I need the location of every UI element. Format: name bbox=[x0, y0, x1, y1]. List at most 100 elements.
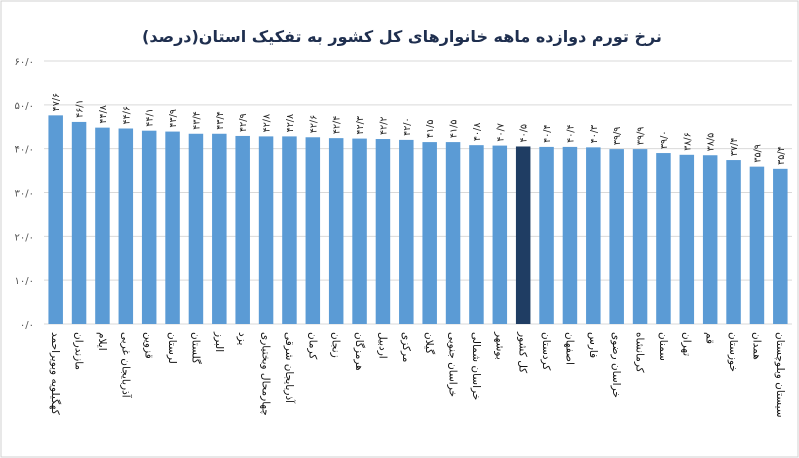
category-label: خراسان جنوبی bbox=[447, 332, 459, 397]
data-label: ۴۲/۲ bbox=[378, 117, 389, 136]
data-label: ۴۲/۹ bbox=[238, 113, 249, 132]
bar bbox=[586, 147, 601, 324]
data-label: ۴۲/۳ bbox=[355, 116, 366, 135]
data-label: ۴۳/۹ bbox=[168, 109, 179, 128]
data-label: ۴۴/۸ bbox=[98, 105, 109, 124]
category-label: قزوین bbox=[143, 332, 155, 359]
category-label: کل کشور bbox=[517, 331, 529, 373]
bar bbox=[141, 130, 157, 324]
bar bbox=[539, 146, 554, 324]
data-label: ۳۵/۹ bbox=[752, 144, 763, 163]
data-label: ۳۷/۴ bbox=[729, 138, 740, 157]
bar bbox=[118, 128, 134, 324]
data-label: ۴۲/۶ bbox=[308, 115, 319, 134]
data-label: ۳۹/۹ bbox=[612, 127, 623, 146]
category-label: بوشهر bbox=[493, 331, 505, 360]
bar bbox=[679, 154, 695, 324]
y-tick-label: ۱۰/۰ bbox=[15, 276, 34, 287]
category-label: همدان bbox=[750, 332, 762, 360]
data-label: ۴۲/۸ bbox=[285, 114, 296, 133]
data-label: ۴۰/۸ bbox=[472, 123, 483, 142]
bar bbox=[609, 149, 624, 324]
data-label: ۴۱/۵ bbox=[425, 120, 436, 139]
category-label: هرمزگان bbox=[353, 332, 366, 371]
bar bbox=[305, 137, 321, 324]
data-label: ۴۲/۸ bbox=[262, 114, 273, 133]
bar bbox=[445, 142, 461, 324]
y-tick-label: ۰/۰ bbox=[20, 320, 34, 331]
category-label: کهگیلویه وبویراحمد bbox=[49, 332, 62, 415]
bar bbox=[469, 145, 484, 324]
category-label: زنجان bbox=[330, 332, 342, 358]
category-label: البرز bbox=[213, 331, 225, 352]
category-label: اصفهان bbox=[563, 332, 575, 365]
category-label: قم bbox=[704, 332, 716, 344]
data-label: ۴۳/۴ bbox=[215, 111, 226, 130]
data-label: ۳۸/۶ bbox=[682, 132, 693, 151]
category-label: لرستان bbox=[166, 332, 178, 364]
x-axis: کهگیلویه وبویراحمد مازندران ایلام آذربایجان… bbox=[49, 331, 786, 418]
data-label: ۴۰/۳ bbox=[589, 125, 600, 144]
data-label: ۴۰/۴ bbox=[542, 124, 553, 143]
category-label: آذربایجان غربی bbox=[119, 332, 132, 399]
bar bbox=[422, 142, 437, 324]
category-label: کرمانشاه bbox=[634, 332, 646, 373]
bar bbox=[632, 149, 648, 324]
category-label: کردستان bbox=[540, 332, 552, 370]
data-label: ۳۹/۰ bbox=[659, 131, 670, 150]
data-label: ۴۲/۰ bbox=[402, 117, 413, 136]
data-label: ۳۹/۹ bbox=[636, 127, 647, 146]
category-label: فارس bbox=[587, 332, 599, 358]
y-tick-label: ۴۰/۰ bbox=[15, 145, 34, 156]
bar bbox=[492, 145, 508, 324]
category-label: گلستان bbox=[189, 332, 202, 364]
data-label: ۴۴/۶ bbox=[121, 106, 132, 125]
category-label: ایلام bbox=[96, 332, 108, 351]
bar bbox=[515, 146, 531, 324]
data-label: ۴۰/۵ bbox=[519, 124, 530, 143]
bar bbox=[48, 115, 63, 324]
bar bbox=[282, 136, 297, 324]
category-label: خراسان رضوی bbox=[610, 332, 622, 398]
bar bbox=[562, 146, 578, 324]
bar bbox=[235, 135, 250, 324]
chart-title: نرخ تورم دوازده ماهه خانوارهای کل کشور ب… bbox=[142, 27, 662, 46]
data-label: ۴۶/۱ bbox=[75, 99, 86, 118]
bar bbox=[726, 160, 741, 324]
data-label: ۳۵/۴ bbox=[776, 146, 787, 165]
y-tick-label: ۳۰/۰ bbox=[15, 189, 34, 200]
category-label: چهارمحال وبختیاری bbox=[260, 332, 272, 416]
category-label: سمنان bbox=[657, 332, 669, 361]
bar bbox=[212, 133, 227, 324]
category-label: خراسان شمالی bbox=[470, 332, 482, 400]
category-label: مازندران bbox=[73, 332, 85, 370]
category-label: مرکزی bbox=[400, 332, 412, 362]
bar bbox=[258, 136, 274, 324]
bar bbox=[328, 138, 344, 324]
category-label: آذربایجان شرقی bbox=[283, 332, 296, 404]
bar bbox=[773, 168, 788, 324]
data-label: ۴۰/۷ bbox=[495, 123, 506, 142]
data-label: ۴۲/۴ bbox=[332, 116, 343, 135]
data-label: ۳۸/۵ bbox=[706, 133, 717, 152]
bar bbox=[165, 131, 180, 324]
data-label: ۴۰/۴ bbox=[565, 124, 576, 143]
category-label: تهران bbox=[680, 332, 692, 356]
category-label: خوزستان bbox=[727, 332, 739, 372]
y-tick-label: ۲۰/۰ bbox=[15, 232, 34, 243]
bar bbox=[352, 138, 367, 324]
category-label: کرمان bbox=[306, 332, 318, 359]
y-axis: ۰/۰ ۱۰/۰ ۲۰/۰ ۳۰/۰ ۴۰/۰ ۵۰/۰ ۶۰/۰ bbox=[15, 57, 34, 331]
data-label: ۴۱/۵ bbox=[449, 120, 460, 139]
data-label: ۴۷/۶ bbox=[51, 93, 62, 112]
data-label: ۴۴/۱ bbox=[145, 108, 156, 127]
bar bbox=[95, 127, 110, 324]
category-label: یزد bbox=[236, 332, 248, 345]
data-label: ۴۳/۴ bbox=[191, 111, 202, 130]
bars bbox=[48, 115, 788, 324]
y-tick-label: ۵۰/۰ bbox=[15, 101, 34, 112]
y-tick-label: ۶۰/۰ bbox=[15, 57, 34, 68]
bar bbox=[656, 153, 671, 324]
